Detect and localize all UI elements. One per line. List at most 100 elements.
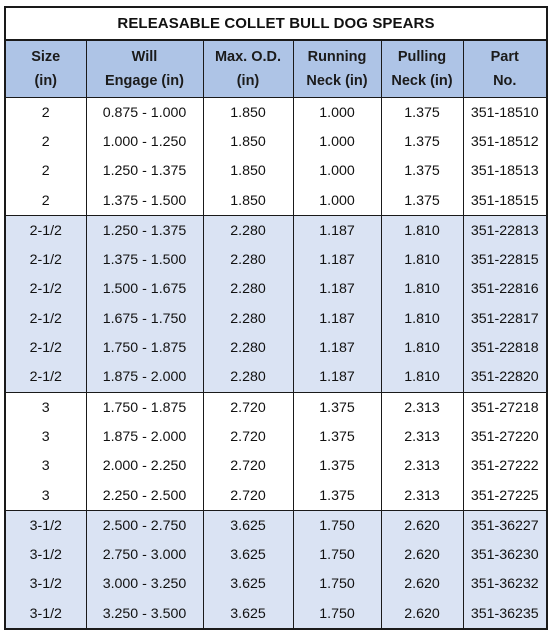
cell-size: 2: [4, 185, 87, 216]
cell-part-no: 351-22815: [462, 245, 548, 275]
cell-pulling-neck: 1.810: [380, 245, 464, 275]
cell-size: 2: [4, 97, 87, 128]
table-body: 2 0.875 - 1.000 1.850 1.000 1.375 351-18510 2 1…: [4, 97, 548, 630]
cell-will-engage: 3.250 - 3.500: [85, 599, 204, 630]
cell-part-no: 351-36232: [462, 569, 548, 600]
cell-pulling-neck: 1.810: [380, 333, 464, 363]
cell-running-neck: 1.187: [292, 245, 382, 275]
cell-size: 2-1/2: [4, 362, 87, 393]
table-title: RELEASABLE COLLET BULL DOG SPEARS: [4, 6, 548, 41]
cell-running-neck: 1.187: [292, 333, 382, 363]
cell-running-neck: 1.375: [292, 391, 382, 423]
cell-running-neck: 1.187: [292, 274, 382, 305]
cell-pulling-neck: 1.375: [380, 185, 464, 216]
table-row: 2-1/2 1.375 - 1.500 2.280 1.187 1.810 351-228…: [4, 245, 548, 275]
cell-will-engage: 1.875 - 2.000: [85, 362, 204, 393]
cell-size: 3: [4, 451, 87, 481]
column-header-line2: Engage (in): [105, 73, 184, 89]
column-header-line2: Neck (in): [391, 73, 453, 89]
cell-size: 3: [4, 391, 87, 423]
table-row: 3-1/2 2.750 - 3.000 3.625 1.750 2.620 351-362…: [4, 540, 548, 570]
cell-max-od: 3.625: [202, 599, 294, 630]
table-row: 2 1.375 - 1.500 1.850 1.000 1.375 351-18515: [4, 185, 548, 216]
cell-part-no: 351-27222: [462, 451, 548, 481]
cell-max-od: 2.720: [202, 422, 294, 452]
cell-running-neck: 1.187: [292, 304, 382, 334]
cell-running-neck: 1.000: [292, 97, 382, 128]
cell-will-engage: 2.500 - 2.750: [85, 510, 204, 541]
table-row: 2 1.250 - 1.375 1.850 1.000 1.375 351-18513: [4, 156, 548, 186]
cell-pulling-neck: 1.810: [380, 304, 464, 334]
header-row: Size (in) Will Engage (in) Max. O.D. (in) R…: [4, 39, 548, 98]
cell-size: 2: [4, 127, 87, 157]
cell-part-no: 351-36227: [462, 510, 548, 541]
table-row: 3-1/2 3.250 - 3.500 3.625 1.750 2.620 351-362…: [4, 599, 548, 630]
cell-running-neck: 1.187: [292, 215, 382, 246]
cell-running-neck: 1.000: [292, 156, 382, 186]
cell-pulling-neck: 2.620: [380, 569, 464, 600]
cell-pulling-neck: 1.810: [380, 274, 464, 305]
cell-part-no: 351-27225: [462, 480, 548, 511]
column-header-line1: Pulling: [397, 49, 447, 65]
cell-part-no: 351-18510: [462, 97, 548, 128]
column-header-line2: Neck (in): [306, 73, 368, 89]
title-row: RELEASABLE COLLET BULL DOG SPEARS: [4, 6, 548, 41]
cell-size: 2-1/2: [4, 215, 87, 246]
cell-running-neck: 1.750: [292, 540, 382, 570]
cell-will-engage: 0.875 - 1.000: [85, 97, 204, 128]
cell-pulling-neck: 2.620: [380, 540, 464, 570]
table-row: 2 1.000 - 1.250 1.850 1.000 1.375 351-18512: [4, 127, 548, 157]
cell-size: 2: [4, 156, 87, 186]
column-header-max-od: Max. O.D. (in): [202, 39, 294, 98]
cell-will-engage: 2.000 - 2.250: [85, 451, 204, 481]
cell-pulling-neck: 1.375: [380, 127, 464, 157]
cell-max-od: 2.280: [202, 333, 294, 363]
column-header-line1: Max. O.D.: [214, 49, 282, 65]
column-header-line2: (in): [34, 73, 58, 89]
cell-size: 2-1/2: [4, 304, 87, 334]
cell-max-od: 2.720: [202, 480, 294, 511]
column-header-line1: Running: [307, 49, 367, 65]
column-header-line2: (in): [236, 73, 260, 89]
cell-will-engage: 3.000 - 3.250: [85, 569, 204, 600]
cell-pulling-neck: 2.313: [380, 451, 464, 481]
cell-will-engage: 2.750 - 3.000: [85, 540, 204, 570]
cell-size: 3-1/2: [4, 599, 87, 630]
cell-max-od: 2.720: [202, 451, 294, 481]
table-row: 2-1/2 1.675 - 1.750 2.280 1.187 1.810 351-228…: [4, 304, 548, 334]
cell-running-neck: 1.750: [292, 599, 382, 630]
table-row: 2-1/2 1.250 - 1.375 2.280 1.187 1.810 351-228…: [4, 215, 548, 246]
cell-will-engage: 1.750 - 1.875: [85, 391, 204, 423]
cell-max-od: 2.280: [202, 245, 294, 275]
cell-pulling-neck: 1.810: [380, 362, 464, 393]
cell-size: 3: [4, 480, 87, 511]
cell-running-neck: 1.375: [292, 451, 382, 481]
cell-will-engage: 1.750 - 1.875: [85, 333, 204, 363]
column-header-will-engage: Will Engage (in): [85, 39, 204, 98]
table-row: 3 1.875 - 2.000 2.720 1.375 2.313 351-27220: [4, 422, 548, 452]
column-header-line2: No.: [493, 73, 517, 89]
cell-max-od: 1.850: [202, 127, 294, 157]
cell-will-engage: 1.375 - 1.500: [85, 245, 204, 275]
cell-will-engage: 1.875 - 2.000: [85, 422, 204, 452]
cell-max-od: 1.850: [202, 156, 294, 186]
cell-max-od: 2.280: [202, 304, 294, 334]
cell-running-neck: 1.750: [292, 569, 382, 600]
cell-size: 3-1/2: [4, 510, 87, 541]
cell-will-engage: 1.500 - 1.675: [85, 274, 204, 305]
cell-max-od: 1.850: [202, 97, 294, 128]
cell-running-neck: 1.187: [292, 362, 382, 393]
cell-running-neck: 1.750: [292, 510, 382, 541]
cell-max-od: 2.720: [202, 391, 294, 423]
cell-will-engage: 1.375 - 1.500: [85, 185, 204, 216]
cell-part-no: 351-22816: [462, 274, 548, 305]
cell-pulling-neck: 1.375: [380, 156, 464, 186]
column-header-line1: Size: [31, 49, 61, 65]
cell-size: 2-1/2: [4, 274, 87, 305]
spec-table: RELEASABLE COLLET BULL DOG SPEARS Size (i…: [4, 6, 548, 630]
cell-part-no: 351-22818: [462, 333, 548, 363]
cell-pulling-neck: 2.313: [380, 480, 464, 511]
cell-max-od: 1.850: [202, 185, 294, 216]
cell-max-od: 3.625: [202, 569, 294, 600]
cell-part-no: 351-22813: [462, 215, 548, 246]
